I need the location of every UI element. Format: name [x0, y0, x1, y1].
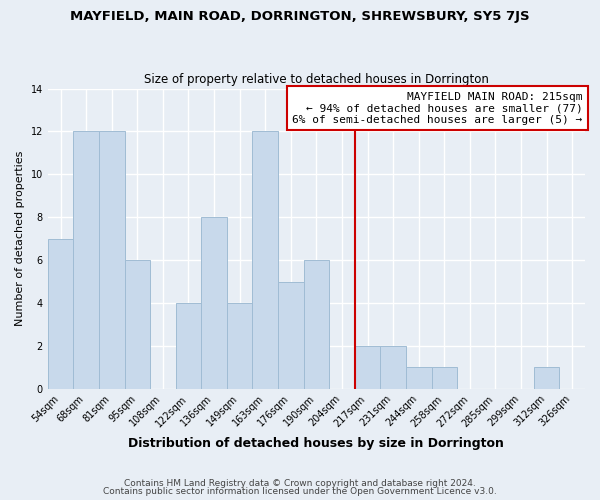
- Text: MAYFIELD, MAIN ROAD, DORRINGTON, SHREWSBURY, SY5 7JS: MAYFIELD, MAIN ROAD, DORRINGTON, SHREWSB…: [70, 10, 530, 23]
- Bar: [48, 238, 73, 389]
- Bar: [176, 303, 201, 389]
- Bar: [304, 260, 329, 389]
- Bar: [253, 132, 278, 389]
- Y-axis label: Number of detached properties: Number of detached properties: [15, 151, 25, 326]
- Bar: [201, 217, 227, 389]
- Title: Size of property relative to detached houses in Dorrington: Size of property relative to detached ho…: [144, 73, 489, 86]
- Bar: [431, 368, 457, 389]
- Text: MAYFIELD MAIN ROAD: 215sqm
← 94% of detached houses are smaller (77)
6% of semi-: MAYFIELD MAIN ROAD: 215sqm ← 94% of deta…: [292, 92, 583, 125]
- Bar: [99, 132, 125, 389]
- Bar: [380, 346, 406, 389]
- Text: Contains HM Land Registry data © Crown copyright and database right 2024.: Contains HM Land Registry data © Crown c…: [124, 478, 476, 488]
- Bar: [355, 346, 380, 389]
- Bar: [125, 260, 150, 389]
- Bar: [278, 282, 304, 389]
- Bar: [227, 303, 253, 389]
- Bar: [534, 368, 559, 389]
- Bar: [406, 368, 431, 389]
- Text: Contains public sector information licensed under the Open Government Licence v3: Contains public sector information licen…: [103, 487, 497, 496]
- Bar: [73, 132, 99, 389]
- X-axis label: Distribution of detached houses by size in Dorrington: Distribution of detached houses by size …: [128, 437, 505, 450]
